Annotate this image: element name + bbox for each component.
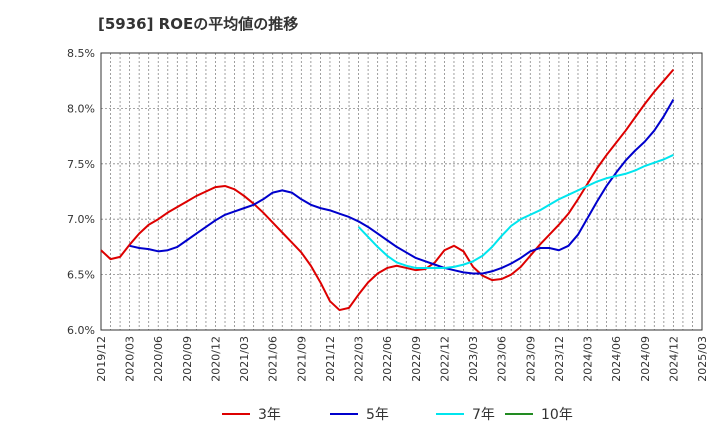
chart-grid <box>100 52 703 331</box>
x-tick-label: 2023/12 <box>553 336 566 382</box>
x-tick-label: 2020/03 <box>124 336 137 382</box>
plot-area <box>100 68 675 312</box>
x-tick-label: 2025/03 <box>696 336 709 382</box>
x-tick-label: 2021/12 <box>324 336 337 382</box>
legend: 3年 5年 7年 10年 <box>222 407 573 423</box>
legend-label-1: 5年 <box>366 407 389 423</box>
y-tick-label: 6.0% <box>67 324 95 337</box>
x-tick-label: 2022/09 <box>410 336 423 382</box>
x-tick-label: 2024/06 <box>610 336 623 382</box>
series-line-2 <box>357 154 674 269</box>
legend-label-3: 10年 <box>541 407 573 423</box>
x-tick-label: 2023/03 <box>467 336 480 382</box>
legend-label-2: 7年 <box>472 407 495 423</box>
series-line-1 <box>129 99 675 275</box>
x-tick-label: 2020/09 <box>181 336 194 382</box>
x-tick-label: 2022/12 <box>438 336 451 382</box>
legend-label-0: 3年 <box>258 407 281 423</box>
y-axis: 6.0% 6.5% 7.0% 7.5% 8.0% 8.5% <box>67 47 95 337</box>
x-tick-label: 2023/06 <box>496 336 509 382</box>
x-tick-label: 2021/06 <box>267 336 280 382</box>
chart-title: [5936] ROEの平均値の推移 <box>98 15 298 33</box>
x-tick-label: 2020/06 <box>152 336 165 382</box>
y-tick-label: 8.5% <box>67 47 95 60</box>
x-tick-label: 2022/06 <box>381 336 394 382</box>
x-tick-label: 2024/09 <box>639 336 652 382</box>
x-tick-label: 2024/03 <box>582 336 595 382</box>
x-axis: 2019/12 2020/03 2020/06 2020/09 2020/12 2021/… <box>95 336 709 382</box>
plot-frame <box>100 52 703 331</box>
y-tick-label: 7.0% <box>67 213 95 226</box>
series-line-0 <box>100 68 675 312</box>
x-tick-label: 2022/03 <box>353 336 366 382</box>
x-tick-label: 2023/09 <box>524 336 537 382</box>
y-tick-label: 6.5% <box>67 269 95 282</box>
y-tick-label: 7.5% <box>67 158 95 171</box>
x-tick-label: 2021/09 <box>295 336 308 382</box>
y-tick-label: 8.0% <box>67 102 95 115</box>
x-tick-label: 2020/12 <box>209 336 222 382</box>
x-tick-label: 2019/12 <box>95 336 108 382</box>
x-tick-label: 2024/12 <box>667 336 680 382</box>
x-tick-label: 2021/03 <box>238 336 251 382</box>
